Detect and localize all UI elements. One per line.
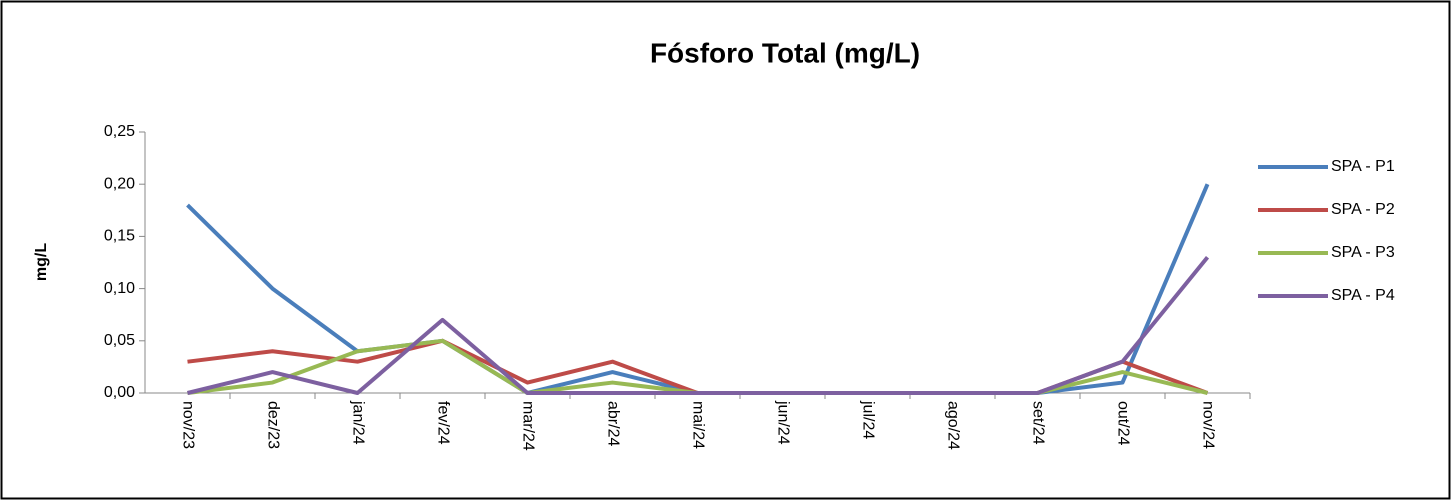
x-tick-label: jul/24 (859, 400, 876, 439)
y-axis-label: mg/L (33, 243, 50, 281)
y-tick-label: 0,15 (104, 228, 135, 245)
y-tick-label: 0,20 (104, 175, 135, 192)
x-tick-label: jan/24 (349, 400, 366, 445)
x-tick-label: dez/23 (264, 401, 281, 449)
x-tick-label: out/24 (1114, 401, 1131, 446)
x-tick-label: mar/24 (519, 401, 536, 451)
legend-label: SPA - P4 (1331, 287, 1395, 304)
y-tick-label: 0,00 (104, 384, 135, 401)
x-tick-label: mai/24 (689, 401, 706, 449)
y-tick-label: 0,25 (104, 123, 135, 140)
x-tick-label: set/24 (1029, 401, 1046, 445)
legend-label: SPA - P2 (1331, 201, 1395, 218)
y-tick-label: 0,10 (104, 280, 135, 297)
x-tick-label: fev/24 (434, 401, 451, 445)
y-tick-label: 0,05 (104, 332, 135, 349)
x-tick-label: abr/24 (604, 401, 621, 446)
series-line (187, 256, 1210, 395)
x-tick-label: nov/23 (179, 401, 196, 449)
legend-label: SPA - P1 (1331, 158, 1395, 175)
x-tick-label: nov/24 (1199, 401, 1216, 449)
x-tick-label: ago/24 (944, 401, 961, 450)
legend-label: SPA - P3 (1331, 244, 1395, 261)
x-tick-label: jun/24 (774, 400, 791, 445)
chart-title: Fósforo Total (mg/L) (650, 37, 920, 68)
